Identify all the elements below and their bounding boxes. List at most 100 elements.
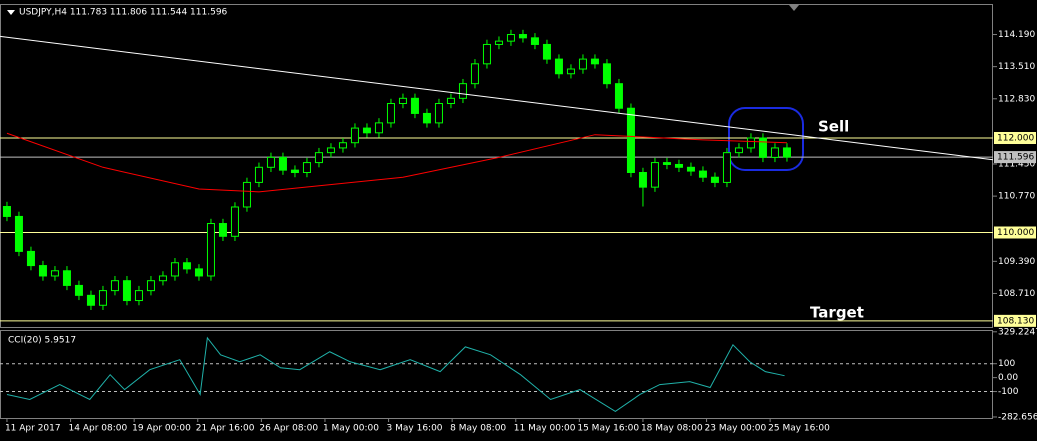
- candle-body: [110, 280, 119, 292]
- candle-body: [302, 162, 311, 173]
- candle-body: [134, 290, 143, 302]
- x-tick-label: 15 May 16:00: [577, 424, 639, 434]
- candle-body: [122, 280, 131, 302]
- candle-body: [386, 103, 395, 124]
- candle-body: [674, 163, 683, 168]
- y-tick-label: 113.510: [998, 62, 1035, 72]
- main-frame: [0, 4, 993, 328]
- candle-body: [326, 147, 335, 154]
- candle-body: [590, 58, 599, 65]
- x-tick-label: 1 May 00:00: [323, 424, 379, 434]
- candle-body: [602, 63, 611, 85]
- candle-body: [410, 97, 419, 114]
- candle-body: [542, 43, 551, 60]
- candle-body: [554, 58, 563, 75]
- overlay-line: [6, 132, 787, 193]
- cci-line: [6, 336, 785, 413]
- candle-body: [362, 127, 371, 134]
- candle-body: [638, 171, 647, 188]
- candle-body: [686, 166, 695, 172]
- x-tick-label: 25 May 16:00: [768, 424, 830, 434]
- candle-body: [506, 34, 515, 42]
- candle-body: [206, 223, 215, 277]
- candle-body: [2, 206, 11, 217]
- candle-body: [458, 83, 467, 99]
- candle-body: [734, 147, 743, 154]
- candle-body: [62, 270, 71, 286]
- y-tick-label: 114.190: [998, 30, 1035, 40]
- level-label-bg: [994, 314, 1036, 327]
- candle-body: [482, 43, 491, 65]
- candle-body: [242, 181, 251, 208]
- y-tick-label: -282.6569: [998, 412, 1037, 422]
- candle-body: [158, 275, 167, 282]
- candle-body: [710, 176, 719, 183]
- candle-body: [422, 112, 431, 124]
- candle-body: [182, 262, 191, 270]
- x-tick-label: 14 Apr 08:00: [69, 424, 128, 434]
- candle-body: [398, 97, 407, 105]
- level-label: 110.000: [997, 228, 1034, 238]
- candle-body: [50, 270, 59, 277]
- candle-body: [374, 122, 383, 134]
- candle-body: [770, 147, 779, 158]
- candle-body: [698, 170, 707, 178]
- candle-body: [722, 152, 731, 183]
- y-tick-label: 110.770: [998, 192, 1035, 202]
- candle-body: [662, 162, 671, 165]
- candle-body: [530, 37, 539, 45]
- candle-body: [170, 262, 179, 277]
- x-tick-label: 21 Apr 16:00: [196, 424, 255, 434]
- x-tick-label: 18 May 08:00: [641, 424, 703, 434]
- candle-body: [74, 284, 83, 296]
- candle-body: [14, 215, 23, 252]
- chart-title: USDJPY,H4 111.783 111.806 111.544 111.59…: [19, 8, 228, 18]
- y-tick-label: 112.830: [998, 94, 1035, 104]
- candle-body: [518, 34, 527, 39]
- candle-body: [98, 290, 107, 306]
- candle-body: [494, 40, 503, 45]
- level-label-bg: [994, 132, 1036, 145]
- y-tick-label: 100: [998, 359, 1015, 369]
- x-tick-label: 11 May 00:00: [514, 424, 576, 434]
- candle-body: [338, 142, 347, 149]
- x-tick-label: 23 May 00:00: [705, 424, 767, 434]
- candle-body: [746, 137, 755, 149]
- y-tick-label: 111.450: [998, 159, 1035, 169]
- y-tick-label: 0.00: [998, 373, 1018, 383]
- level-label-bg: [994, 151, 1036, 164]
- candle-body: [86, 294, 95, 306]
- cci-frame: [0, 330, 993, 419]
- candle-body: [578, 58, 587, 70]
- candle-body: [650, 162, 659, 188]
- highlight-ellipse: [728, 107, 804, 171]
- menu-arrow: [7, 10, 15, 15]
- candle-body: [254, 166, 263, 183]
- candle-body: [194, 268, 203, 277]
- candle-body: [278, 156, 287, 171]
- x-tick-label: 3 May 16:00: [387, 424, 443, 434]
- y-tick-label: -100: [998, 387, 1019, 397]
- candle-body: [626, 107, 635, 173]
- candle-body: [446, 97, 455, 105]
- candle-body: [26, 250, 35, 267]
- y-tick-label: 109.390: [998, 257, 1035, 267]
- level-label: 112.000: [997, 134, 1034, 144]
- candle-body: [614, 83, 623, 109]
- candle-body: [470, 63, 479, 85]
- level-label: 111.596: [997, 153, 1034, 163]
- candle-body: [290, 169, 299, 173]
- x-tick-label: 26 Apr 08:00: [259, 424, 318, 434]
- y-tick-label: 108.710: [998, 289, 1035, 299]
- candle-body: [758, 137, 767, 158]
- cci-title: CCI(20) 5.9517: [8, 336, 76, 346]
- candle-body: [782, 147, 791, 158]
- annotation: Sell: [818, 118, 849, 136]
- overlay-line: [0, 35, 994, 161]
- candle-body: [218, 223, 227, 237]
- x-tick-label: 11 Apr 2017: [5, 424, 61, 434]
- candle-body: [146, 280, 155, 292]
